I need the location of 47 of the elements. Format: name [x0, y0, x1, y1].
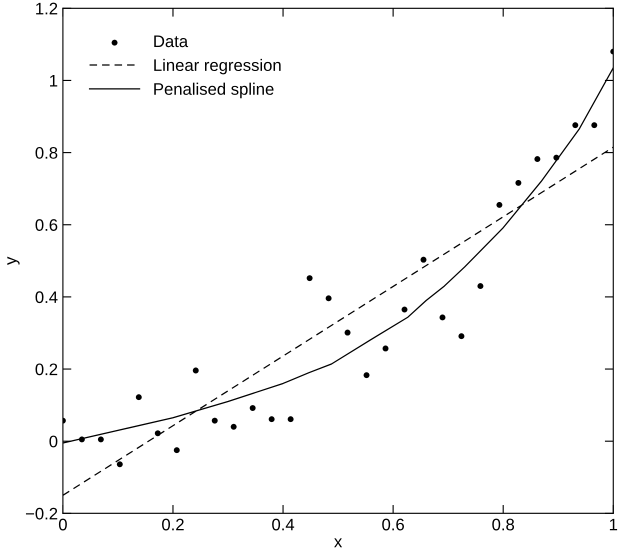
point — [515, 180, 522, 186]
point — [591, 122, 598, 128]
point — [534, 156, 540, 162]
legend-label: Data — [154, 36, 188, 48]
point — [78, 436, 85, 442]
y-tick-label: 0.6 — [36, 219, 58, 231]
point — [496, 202, 502, 208]
point — [420, 256, 426, 263]
point — [174, 447, 180, 454]
x-tick-label: 0.4 — [272, 518, 294, 530]
point — [192, 368, 199, 374]
x-tick-label: 0.2 — [162, 518, 184, 530]
y-tick-label: 0.8 — [36, 146, 58, 159]
point — [136, 394, 142, 400]
point — [344, 330, 350, 336]
point — [402, 306, 408, 312]
y-tick-label: −0.2 — [26, 508, 58, 520]
point — [268, 416, 275, 422]
y-tick-label: 1.2 — [36, 2, 58, 14]
point — [288, 416, 294, 422]
x-tick-label: 0.8 — [492, 518, 514, 530]
y-tick-label: 1 — [50, 75, 58, 86]
point — [364, 372, 370, 378]
x-axis-title: x — [334, 538, 342, 548]
point — [212, 418, 218, 424]
y-axis-title: y — [7, 256, 20, 265]
point — [572, 122, 578, 128]
point — [116, 461, 123, 468]
y-tick-label: 0.2 — [36, 363, 58, 376]
point — [326, 295, 332, 302]
legend-label: Linear regression — [154, 58, 281, 74]
y-tick-label: 0.4 — [36, 291, 58, 304]
point — [154, 430, 161, 436]
point — [98, 436, 104, 442]
x-tick-label: 1 — [610, 518, 618, 530]
x-tick-label: 0.6 — [382, 518, 404, 530]
point — [553, 154, 560, 161]
point — [382, 346, 388, 352]
point — [440, 314, 446, 320]
legend-label: Penalised spline — [154, 82, 274, 98]
point — [458, 333, 464, 340]
point — [230, 424, 237, 430]
x-tick-label: 0 — [58, 518, 67, 530]
point — [306, 275, 313, 282]
y-tick-label: 0 — [49, 436, 58, 448]
point — [477, 283, 484, 290]
point — [250, 405, 256, 411]
